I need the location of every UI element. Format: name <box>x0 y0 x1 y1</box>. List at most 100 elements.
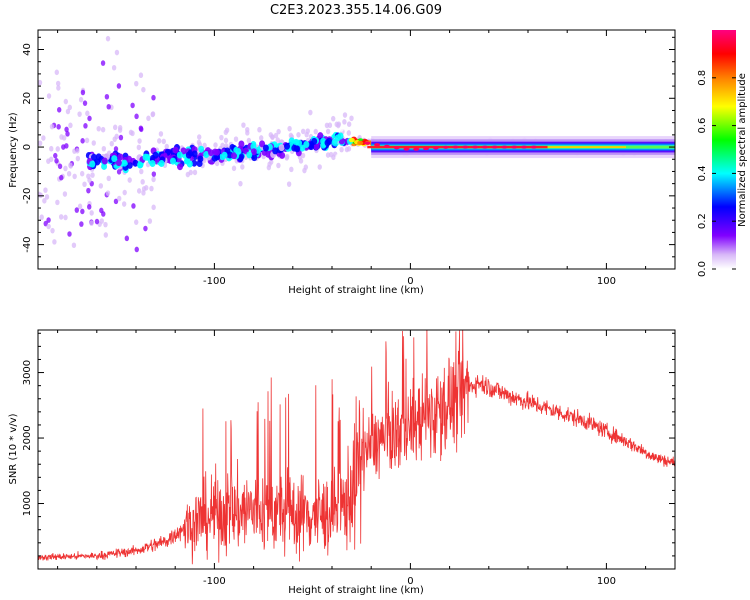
x-tick-label: -100 <box>203 576 226 587</box>
y-tick-label: 3000 <box>22 360 33 385</box>
spectrogram-speckle <box>231 165 237 172</box>
spectrogram-speckle <box>106 175 111 182</box>
spectrogram-speckle <box>138 72 144 79</box>
spectrogram-blob <box>203 151 210 159</box>
spectrogram-speckle <box>82 181 87 188</box>
spectrogram-speckle <box>65 131 70 137</box>
spectrogram-speckle <box>68 162 73 169</box>
spectrogram-peak <box>491 145 498 149</box>
spectrogram-speckle <box>139 168 144 175</box>
spectrogram-speckle <box>46 93 52 99</box>
spectrogram-blob <box>89 160 96 168</box>
spectrogram-speckle <box>325 128 331 135</box>
spectrogram-speckle <box>127 177 132 183</box>
spectrogram-speckle <box>66 170 72 177</box>
spectrogram-speckle <box>100 60 106 66</box>
spectrogram-core <box>547 146 626 148</box>
spectrogram-speckle <box>42 198 47 204</box>
spectrogram-speckle <box>122 189 127 196</box>
spectrogram-speckle <box>287 125 292 132</box>
spectrogram-speckle <box>151 176 156 183</box>
spectrogram-speckle <box>147 218 153 224</box>
snr-marks <box>38 330 675 565</box>
spectrogram-marks <box>38 35 675 253</box>
spectrogram-blob <box>158 159 165 167</box>
spectrogram-peak <box>462 145 469 149</box>
spectrogram-speckle <box>137 138 142 144</box>
spectrogram-speckle <box>192 169 198 176</box>
spectrogram-blob <box>90 153 97 161</box>
spectrogram-blob <box>176 151 183 159</box>
spectrogram-blob <box>211 154 218 162</box>
colorbar-label: Normalized spectral amplitude <box>737 73 748 227</box>
spectrogram-speckle <box>289 166 294 173</box>
spectrogram-speckle <box>80 138 85 144</box>
spectrogram-speckle <box>67 231 72 237</box>
y-tick-label: 20 <box>22 92 33 105</box>
spectrogram-speckle <box>233 136 239 142</box>
spectrogram-speckle <box>276 128 281 135</box>
spectrogram-speckle <box>130 102 135 109</box>
spectrogram-speckle <box>140 179 145 185</box>
spectrogram-blob <box>259 140 266 148</box>
spectrogram-blob <box>308 143 315 151</box>
spectrogram-speckle <box>85 110 90 117</box>
spectrogram-speckle <box>80 89 86 96</box>
spectrogram-speckle <box>57 106 62 113</box>
spectrogram-speckle <box>268 132 273 138</box>
spectrogram-speckle <box>62 191 68 197</box>
spectrogram-speckle <box>146 115 151 122</box>
spectrogram-speckle <box>288 132 294 139</box>
spectrogram-speckle <box>58 214 64 220</box>
spectrogram-speckle <box>197 134 202 140</box>
spectrogram-speckle <box>77 111 82 117</box>
spectrogram-speckle <box>150 111 156 117</box>
spectrogram-peak <box>403 147 410 151</box>
spectrogram-peak <box>364 141 371 145</box>
spectrogram-speckle <box>101 211 106 217</box>
spectrogram-peak <box>423 146 430 151</box>
spectrogram-speckle <box>43 187 48 193</box>
snr-xlabel: Height of straight line (km) <box>288 585 424 596</box>
spectrogram-speckle <box>99 218 104 224</box>
spectrogram-speckle <box>266 164 272 171</box>
spectrogram-speckle <box>53 152 58 159</box>
spectrogram-speckle <box>116 168 122 175</box>
spectrogram-blob <box>185 151 192 159</box>
spectrogram-speckle <box>346 121 352 127</box>
spectrogram-speckle <box>116 83 122 89</box>
spectrogram-speckle <box>87 115 92 122</box>
spectrogram-blob <box>311 137 318 145</box>
spectrogram-blob <box>101 157 108 165</box>
spectrogram-speckle <box>257 126 262 133</box>
colorbar-ticks: 0.0 0.2 0.4 0.6 0.8 <box>697 70 736 277</box>
spectrogram-speckle <box>56 85 61 91</box>
spectrogram-speckle <box>238 180 243 187</box>
spectrogram-speckle <box>59 174 64 181</box>
spectrogram-speckle <box>240 164 245 170</box>
spectrogram-speckle <box>139 126 144 133</box>
spectrogram-speckle <box>335 154 340 160</box>
spectrogram-speckle <box>259 135 264 141</box>
spectrogram-blob <box>295 139 302 147</box>
spectrogram-speckle <box>141 190 146 196</box>
spectrogram-blob <box>183 157 190 165</box>
spectrogram-blob <box>117 153 124 161</box>
spectrogram-speckle <box>63 214 68 221</box>
spectrogram-speckle <box>71 242 77 249</box>
spectrogram-speckle <box>55 80 61 87</box>
y-tick-label: 0 <box>22 144 33 150</box>
spectrogram-speckle <box>74 207 80 213</box>
spectrogram-speckle <box>112 124 118 131</box>
colorbar-tick-label: 0.0 <box>697 261 708 277</box>
spectrogram-speckle <box>86 187 91 194</box>
spectrogram-blob <box>177 163 184 171</box>
spectrogram-speckle <box>136 188 142 194</box>
spectrogram-speckle <box>78 96 84 103</box>
spectrogram-blob <box>191 159 198 167</box>
y-tick-label: -40 <box>22 236 33 252</box>
spectrogram-speckle <box>202 142 207 149</box>
spectrogram-blob <box>137 161 144 169</box>
spectrogram-blob <box>115 159 122 167</box>
spectrogram-speckle <box>302 167 307 174</box>
